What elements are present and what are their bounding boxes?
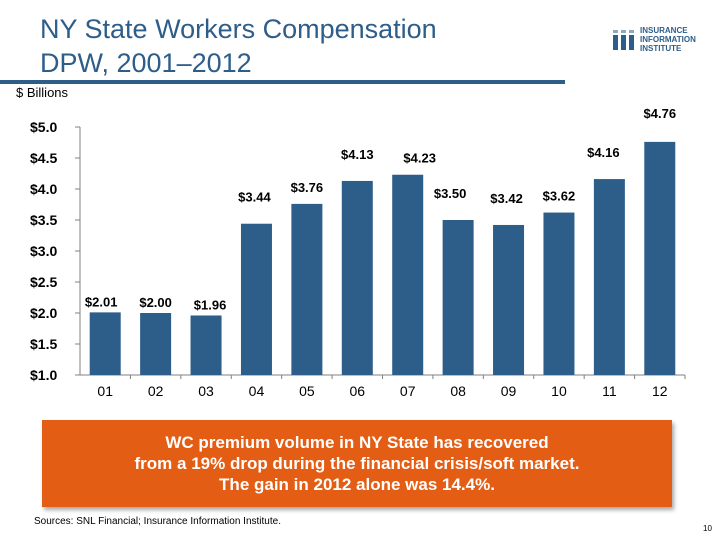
bar xyxy=(543,212,575,375)
x-tick-label: 03 xyxy=(198,383,214,399)
data-label: $3.76 xyxy=(291,180,324,195)
data-label: $2.00 xyxy=(139,295,172,310)
bar xyxy=(341,180,373,375)
data-label: $3.50 xyxy=(434,186,467,201)
bar-chart: $1.0 $1.5 $2.0 $2.5 $3.0 $3.5 $4.0 $4.5 $5.0 01 $2… xyxy=(30,106,686,399)
y-tick-label: $4.0 xyxy=(30,181,57,197)
x-tick-label: 07 xyxy=(400,383,416,399)
y-tick-label: $3.0 xyxy=(30,243,57,259)
x-tick-label: 12 xyxy=(652,383,668,399)
y-tick-label: $2.5 xyxy=(30,274,57,290)
data-label: $2.01 xyxy=(85,294,118,309)
data-label: $4.23 xyxy=(403,151,436,166)
data-label: $3.62 xyxy=(543,189,576,204)
x-tick-label: 01 xyxy=(97,383,113,399)
logo-wordmark: INSURANCE INFORMATION INSTITUTE xyxy=(640,26,696,53)
bar xyxy=(140,313,172,375)
logo-line-3: INSTITUTE xyxy=(640,44,682,53)
bar xyxy=(493,224,525,375)
units-label: $ Billions xyxy=(16,85,69,100)
source-note: Sources: SNL Financial; Insurance Inform… xyxy=(34,516,281,527)
logo-line-2: INFORMATION xyxy=(640,35,696,44)
data-label: $1.96 xyxy=(194,297,227,312)
data-label: $4.13 xyxy=(341,147,374,162)
x-tick-label: 05 xyxy=(299,383,315,399)
data-label: $4.16 xyxy=(587,145,620,160)
bar xyxy=(644,141,676,375)
x-tick-label: 08 xyxy=(450,383,466,399)
x-tick-label: 11 xyxy=(602,383,617,399)
logo: INSURANCE INFORMATION INSTITUTE xyxy=(612,20,712,60)
y-tick-label: $3.5 xyxy=(30,212,57,228)
callout-box: WC premium volume in NY State has recove… xyxy=(42,420,672,507)
x-tick-label: 04 xyxy=(249,383,265,399)
callout-line-1: WC premium volume in NY State has recove… xyxy=(165,433,549,452)
title-line-2: DPW, 2001–2012 xyxy=(40,48,252,78)
bar xyxy=(89,312,121,375)
x-tick-label: 10 xyxy=(551,383,567,399)
y-tick-label: $1.0 xyxy=(30,367,57,383)
logo-line-1: INSURANCE xyxy=(640,26,688,35)
data-label: $4.76 xyxy=(644,106,677,121)
y-tick-label: $4.5 xyxy=(30,150,57,166)
bar xyxy=(291,203,323,375)
bar xyxy=(593,179,625,375)
callout-line-2: from a 19% drop during the financial cri… xyxy=(134,454,580,473)
title-underline xyxy=(0,80,565,84)
y-tick-label: $5.0 xyxy=(30,119,57,135)
x-tick-label: 02 xyxy=(148,383,164,399)
x-tick-label: 06 xyxy=(350,383,366,399)
bar xyxy=(190,315,222,375)
y-tick-label: $1.5 xyxy=(30,336,57,352)
iii-logo-icon xyxy=(613,30,634,50)
page-number: 10 xyxy=(703,524,712,533)
y-tick-label: $2.0 xyxy=(30,305,57,321)
title-line-1: NY State Workers Compensation xyxy=(40,14,437,44)
data-label: $3.42 xyxy=(490,191,523,206)
bar xyxy=(240,223,272,375)
bar xyxy=(442,220,474,375)
bar xyxy=(392,174,424,375)
x-tick-label: 09 xyxy=(501,383,517,399)
slide-title: NY State Workers Compensation DPW, 2001–… xyxy=(40,12,560,80)
callout-line-3: The gain in 2012 alone was 14.4%. xyxy=(219,475,495,494)
data-label: $3.44 xyxy=(238,190,271,205)
